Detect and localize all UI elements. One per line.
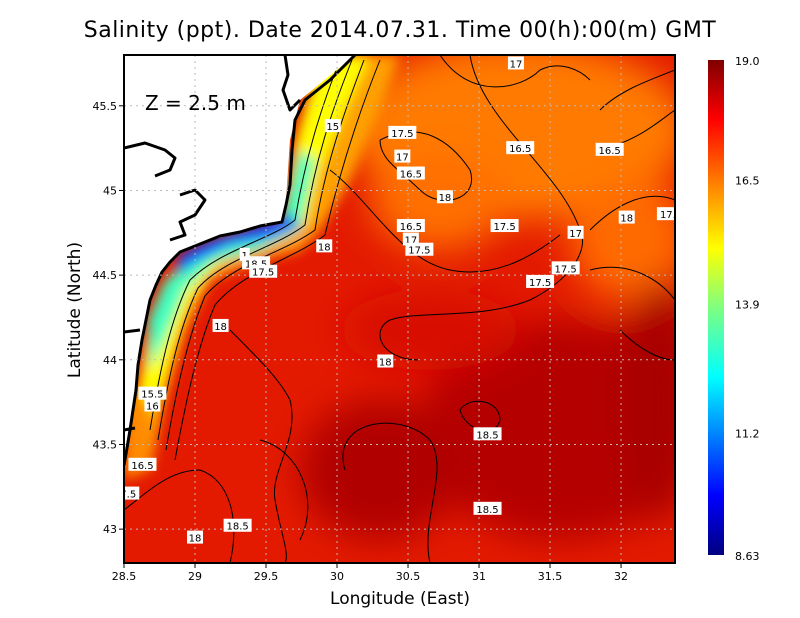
- land-area: [124, 55, 355, 465]
- contour-label-bg: [567, 225, 584, 239]
- contour-label-bg: [124, 486, 140, 500]
- y-tick-label: 45: [103, 184, 117, 197]
- coastline: [124, 55, 357, 466]
- contour-label-bg: [324, 119, 341, 133]
- contour-label-bg: [506, 141, 535, 155]
- contour-label: 18: [318, 242, 331, 253]
- contour-label-bg: [551, 261, 580, 275]
- contour-label: 18: [620, 214, 633, 225]
- y-tick-label: 45.5: [93, 100, 118, 113]
- colorbar-ticks: 19.0 16.5 13.9 11.2 8.63: [735, 55, 760, 563]
- contour-label-bg: [473, 501, 502, 515]
- contour-label-bg: [212, 318, 229, 332]
- x-tick-label: 30.5: [396, 570, 421, 583]
- contour-label: 7.5: [120, 490, 136, 501]
- contour-label: 18: [379, 357, 392, 368]
- y-axis-ticks: 43 43.5 44 44.5 45 45.5: [93, 100, 124, 536]
- contour-label-bg: [405, 242, 434, 256]
- x-axis-label: Longitude (East): [330, 589, 470, 609]
- contour-label: 17.5: [529, 278, 551, 289]
- contour-label-bg: [394, 149, 411, 163]
- plot-frame: [123, 54, 676, 564]
- contour-label: 18: [214, 322, 227, 333]
- x-tick-label: 29.5: [254, 570, 279, 583]
- contour-label-bg: [377, 354, 394, 368]
- contour-label: 17: [510, 59, 523, 70]
- colorbar-tick-label: 16.5: [735, 174, 760, 187]
- contour-label: 18: [439, 193, 452, 204]
- x-axis-ticks: 28.5 29 29.5 30 30.5 31 31.5 32: [112, 563, 628, 583]
- chart-title: Salinity (ppt). Date 2014.07.31. Time 00…: [83, 18, 717, 43]
- contour-label-bg: [490, 219, 519, 233]
- contour-label-bg: [656, 207, 675, 221]
- contour-label: 16.5: [509, 144, 531, 155]
- contour-label-bg: [239, 247, 250, 261]
- colorbar-tick-label: 19.0: [735, 55, 760, 68]
- contour-label: 18.5: [226, 522, 248, 533]
- colorbar-tick-label: 11.2: [735, 427, 760, 440]
- x-tick-label: 30: [330, 570, 344, 583]
- grid: [124, 55, 675, 563]
- contour-label-bg: [128, 457, 157, 471]
- contour-label-bg: [402, 232, 419, 246]
- x-tick-label: 32: [614, 570, 628, 583]
- contour-label: 17.5: [391, 129, 413, 140]
- contour-label: 16.5: [599, 146, 621, 157]
- contour-label-bg: [249, 264, 278, 278]
- x-tick-label: 28.5: [112, 570, 137, 583]
- y-tick-label: 43.5: [93, 438, 118, 451]
- contour-label-bg: [396, 219, 425, 233]
- contour-label-bg: [187, 530, 204, 544]
- contour-label: 18.5: [476, 430, 498, 441]
- contour-label-bg: [223, 518, 252, 532]
- contour-label: 17.5: [252, 268, 274, 279]
- y-tick-label: 43: [103, 523, 117, 536]
- contour-label-bg: [526, 274, 555, 288]
- contour-label-bg: [507, 56, 524, 70]
- x-tick-label: 31: [472, 570, 486, 583]
- contour-label-bg: [138, 386, 167, 400]
- contour-label: 18: [189, 534, 202, 545]
- contour-label: 16.5: [400, 222, 422, 233]
- colorbar-tick-label: 8.63: [735, 550, 760, 563]
- contour-label: 17.: [660, 210, 676, 221]
- contour-label: 16.5: [131, 461, 153, 472]
- contour-label: 15: [326, 122, 339, 133]
- x-tick-label: 29: [188, 570, 202, 583]
- contour-label: 17.5: [493, 222, 515, 233]
- contour-label-bg: [388, 125, 417, 139]
- contour-label-bg: [396, 166, 425, 180]
- x-tick-label: 31.5: [538, 570, 563, 583]
- y-tick-label: 44: [103, 354, 117, 367]
- contour-label: 15.5: [141, 390, 163, 401]
- contour-label: 17: [569, 229, 582, 240]
- contour-label-bg: [144, 398, 161, 412]
- contour-label: 17: [396, 153, 409, 164]
- contour-label: 17.5: [555, 264, 577, 275]
- contour-label: 17: [404, 236, 417, 247]
- contour-label-bg: [316, 239, 333, 253]
- contour-label-bg: [473, 427, 502, 441]
- y-tick-label: 44.5: [93, 269, 118, 282]
- contour-label: 16: [146, 402, 159, 413]
- contour-label: 16.5: [400, 170, 422, 181]
- contour-label: 18.5: [476, 505, 498, 516]
- contour-label: 17.5: [408, 246, 430, 257]
- contour-label-bg: [618, 210, 635, 224]
- contour-label-bg: [595, 142, 624, 156]
- colorbar: [708, 60, 724, 555]
- colorbar-tick-label: 13.9: [735, 298, 760, 311]
- depth-annotation: Z = 2.5 m: [145, 91, 246, 115]
- contour-label-bg: [436, 190, 453, 204]
